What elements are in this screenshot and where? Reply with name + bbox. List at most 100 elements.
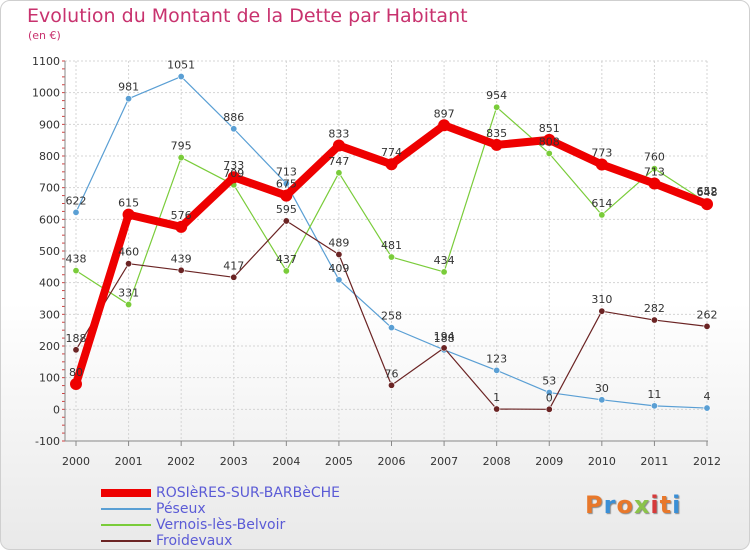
data-label: 774 (381, 146, 402, 159)
data-label: 188 (434, 332, 455, 345)
data-point (282, 267, 290, 275)
data-label: 747 (328, 155, 349, 168)
data-point (125, 95, 133, 103)
data-point (282, 180, 290, 188)
data-label: 439 (171, 252, 192, 265)
x-tick-label: 2005 (325, 455, 353, 468)
data-point (598, 211, 606, 219)
data-point (490, 138, 503, 151)
data-label: 1051 (167, 59, 195, 72)
data-label: 438 (66, 253, 87, 266)
y-tick-label: 900 (39, 118, 60, 131)
chart-unit: (en €) (28, 29, 61, 42)
data-point (72, 208, 80, 216)
y-tick-label: 400 (39, 277, 60, 290)
data-point (385, 158, 398, 171)
data-point (282, 217, 290, 225)
data-point (543, 133, 556, 146)
legend-label: Vernois-lès-Belvoir (156, 517, 286, 533)
data-label: 11 (647, 388, 661, 401)
data-label: 648 (697, 186, 718, 199)
data-label: 851 (539, 122, 560, 135)
data-point (703, 322, 711, 330)
y-tick-label: 200 (39, 340, 60, 353)
data-label: 760 (644, 151, 665, 164)
data-label: 489 (328, 236, 349, 249)
data-point (598, 396, 606, 404)
data-label: 409 (328, 262, 349, 275)
data-label: 614 (591, 197, 612, 210)
data-point (177, 73, 185, 81)
data-point (230, 273, 238, 281)
data-point (335, 276, 343, 284)
data-point (648, 177, 661, 190)
data-point (335, 169, 343, 177)
x-tick-label: 2002 (167, 455, 195, 468)
x-tick-label: 2010 (588, 455, 616, 468)
y-tick-label: 100 (39, 372, 60, 385)
x-tick-label: 2008 (483, 455, 511, 468)
x-tick-label: 2000 (62, 455, 90, 468)
data-label: 188 (66, 332, 87, 345)
proxiti-logo: Proxiti (585, 491, 682, 519)
data-point (545, 389, 553, 397)
data-point (230, 125, 238, 133)
y-tick-label: 500 (39, 245, 60, 258)
data-label: 481 (381, 239, 402, 252)
data-label: 262 (697, 308, 718, 321)
data-label: 795 (171, 140, 192, 153)
data-point (650, 316, 658, 324)
y-tick-label: 300 (39, 308, 60, 321)
x-tick-label: 2009 (535, 455, 563, 468)
data-label: 1 (493, 391, 500, 404)
legend-swatch (101, 508, 151, 510)
data-point (72, 267, 80, 275)
data-point (545, 149, 553, 157)
data-label: 576 (171, 209, 192, 222)
data-point (387, 381, 395, 389)
data-label: 709 (223, 167, 244, 180)
data-label: 80 (69, 366, 83, 379)
data-point (440, 268, 448, 276)
legend-label: ROSIèRES-SUR-BARBèCHE (156, 485, 341, 501)
y-tick-label: 700 (39, 182, 60, 195)
x-tick-label: 2003 (220, 455, 248, 468)
data-point (125, 260, 133, 268)
data-label: 0 (546, 391, 553, 404)
x-tick-label: 2007 (430, 455, 458, 468)
data-label: 652 (697, 185, 718, 198)
legend-swatch (101, 524, 151, 526)
data-label: 954 (486, 89, 507, 102)
x-tick-label: 2011 (640, 455, 668, 468)
data-point (387, 324, 395, 332)
data-point (440, 344, 448, 352)
data-point (438, 119, 451, 132)
data-label: 194 (434, 330, 455, 343)
y-tick-label: 1100 (32, 55, 60, 68)
legend-label: Froidevaux (156, 533, 233, 549)
data-point (280, 189, 293, 202)
data-point (177, 266, 185, 274)
data-label: 595 (276, 203, 297, 216)
x-tick-label: 2001 (115, 455, 143, 468)
data-label: 258 (381, 310, 402, 323)
data-point (598, 307, 606, 315)
chart-title: Evolution du Montant de la Dette par Hab… (27, 5, 468, 27)
data-point (595, 158, 608, 171)
data-point (493, 405, 501, 413)
data-label: 331 (118, 287, 139, 300)
data-label: 675 (276, 178, 297, 191)
data-point (70, 378, 82, 390)
data-label: 733 (223, 159, 244, 172)
data-point (650, 402, 658, 410)
data-point (493, 103, 501, 111)
data-point (227, 171, 240, 184)
data-point (72, 346, 80, 354)
data-label: 622 (66, 194, 87, 207)
data-label: 434 (434, 254, 455, 267)
data-point (387, 253, 395, 261)
data-label: 30 (595, 382, 609, 395)
data-label: 713 (276, 166, 297, 179)
data-label: 460 (118, 246, 139, 259)
data-point (493, 366, 501, 374)
